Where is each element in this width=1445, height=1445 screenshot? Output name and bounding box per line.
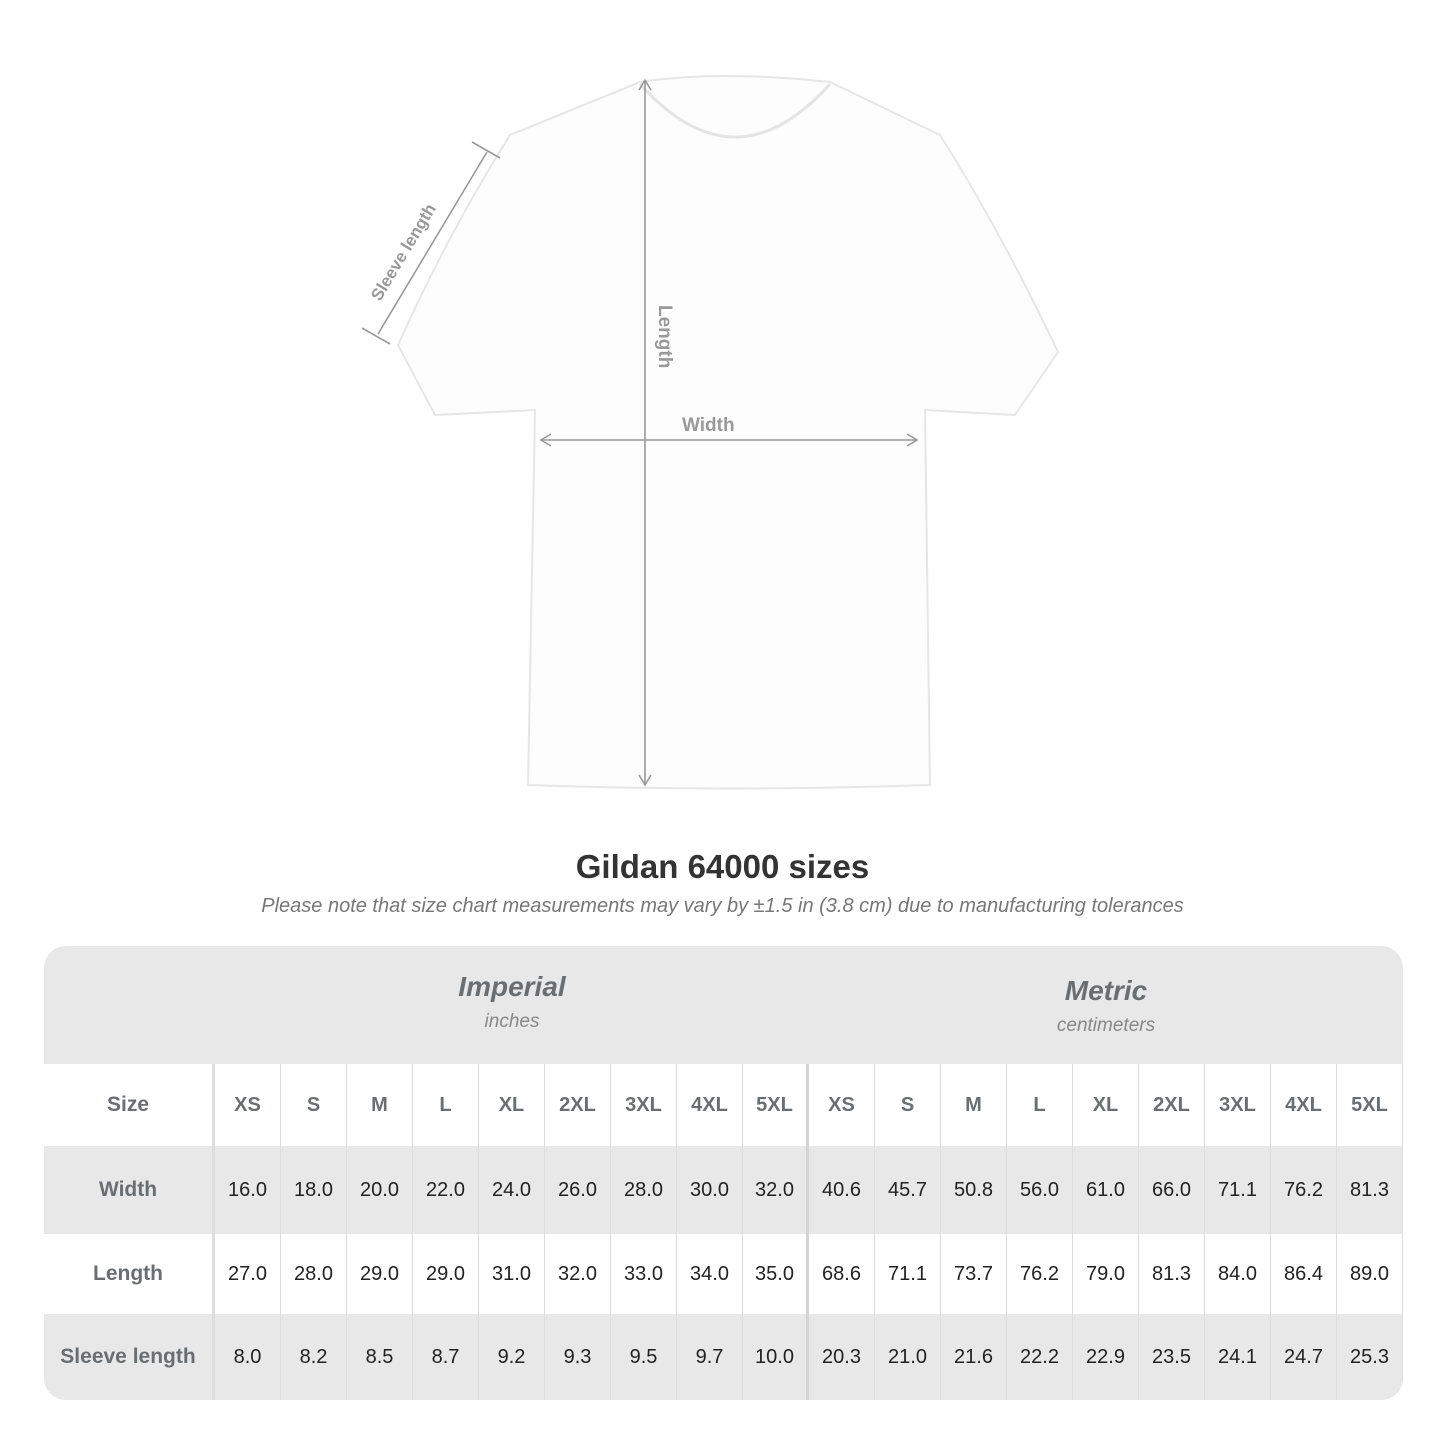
imperial-cell: 29.0 <box>413 1234 479 1314</box>
row-label: Width <box>44 1146 215 1234</box>
chart-title: Gildan 64000 sizes <box>575 848 870 885</box>
imperial-size-header: 3XL <box>611 1064 677 1146</box>
imperial-cell: 32.0 <box>743 1146 809 1234</box>
metric-cell: 81.3 <box>1139 1234 1205 1314</box>
metric-size-header: XL <box>1073 1064 1139 1146</box>
imperial-cell: 18.0 <box>281 1146 347 1234</box>
metric-cell: 40.6 <box>809 1146 875 1234</box>
metric-cell: 86.4 <box>1271 1234 1337 1314</box>
metric-cell: 50.8 <box>941 1146 1007 1234</box>
imperial-cell: 33.0 <box>611 1234 677 1314</box>
metric-cell: 73.7 <box>941 1234 1007 1314</box>
metric-size-header: M <box>941 1064 1007 1146</box>
imperial-title: Imperial <box>458 971 566 1002</box>
metric-cell: 24.1 <box>1205 1314 1271 1400</box>
imperial-size-header: 4XL <box>677 1064 743 1146</box>
imperial-cell: 9.7 <box>677 1314 743 1400</box>
imperial-header: Imperial inches <box>215 946 809 1064</box>
imperial-cell: 8.0 <box>215 1314 281 1400</box>
metric-title: Metric <box>1064 975 1148 1006</box>
imperial-cell: 8.7 <box>413 1314 479 1400</box>
metric-cell: 56.0 <box>1007 1146 1073 1234</box>
size-table: Imperial inches Metric centimeters Size X… <box>44 946 1403 1400</box>
imperial-cell: 9.5 <box>611 1314 677 1400</box>
metric-cell: 84.0 <box>1205 1234 1271 1314</box>
imperial-cell: 31.0 <box>479 1234 545 1314</box>
metric-cell: 68.6 <box>809 1234 875 1314</box>
tshirt-collar <box>638 82 832 139</box>
imperial-size-header: L <box>413 1064 479 1146</box>
imperial-cell: 30.0 <box>677 1146 743 1234</box>
imperial-cell: 10.0 <box>743 1314 809 1400</box>
metric-cell: 21.6 <box>941 1314 1007 1400</box>
imperial-size-header: 5XL <box>743 1064 809 1146</box>
size-header-row: Size XS S M L XL 2XL 3XL 4XL 5XL XS S M L XL 2XL 3XL 4XL 5… <box>44 1064 1403 1146</box>
metric-cell: 24.7 <box>1271 1314 1337 1400</box>
size-label: Size <box>44 1064 215 1146</box>
width-label: Width <box>682 415 735 436</box>
metric-size-header: 3XL <box>1205 1064 1271 1146</box>
imperial-unit: inches <box>484 1011 540 1032</box>
metric-cell: 25.3 <box>1337 1314 1403 1400</box>
metric-cell: 71.1 <box>875 1234 941 1314</box>
metric-header: Metric centimeters <box>809 950 1403 1068</box>
imperial-cell: 16.0 <box>215 1146 281 1234</box>
imperial-cell: 29.0 <box>347 1234 413 1314</box>
metric-cell: 23.5 <box>1139 1314 1205 1400</box>
table-row: Sleeve length 8.0 8.2 8.5 8.7 9.2 9.3 9.5 9.7 10.… <box>44 1314 1403 1400</box>
row-label: Sleeve length <box>44 1314 215 1400</box>
metric-size-header: XS <box>809 1064 875 1146</box>
metric-cell: 79.0 <box>1073 1234 1139 1314</box>
length-label: Length <box>654 305 675 368</box>
metric-size-header: 4XL <box>1271 1064 1337 1146</box>
imperial-cell: 22.0 <box>413 1146 479 1234</box>
imperial-cell: 8.2 <box>281 1314 347 1400</box>
imperial-cell: 27.0 <box>215 1234 281 1314</box>
table-row: Width 16.0 18.0 20.0 22.0 24.0 26.0 28.0 30.0 32.… <box>44 1146 1403 1234</box>
metric-size-header: S <box>875 1064 941 1146</box>
metric-cell: 81.3 <box>1337 1146 1403 1234</box>
tshirt-shape <box>396 75 1060 790</box>
metric-size-header: 2XL <box>1139 1064 1205 1146</box>
imperial-cell: 28.0 <box>611 1146 677 1234</box>
metric-size-header: L <box>1007 1064 1073 1146</box>
imperial-size-header: XS <box>215 1064 281 1146</box>
metric-cell: 45.7 <box>875 1146 941 1234</box>
imperial-cell: 9.2 <box>479 1314 545 1400</box>
metric-unit: centimeters <box>1056 1015 1156 1036</box>
metric-cell: 66.0 <box>1139 1146 1205 1234</box>
metric-cell: 76.2 <box>1271 1146 1337 1234</box>
metric-cell: 71.1 <box>1205 1146 1271 1234</box>
imperial-cell: 28.0 <box>281 1234 347 1314</box>
sleeve-arrow <box>377 151 488 335</box>
metric-cell: 21.0 <box>875 1314 941 1400</box>
metric-cell: 76.2 <box>1007 1234 1073 1314</box>
metric-cell: 22.2 <box>1007 1314 1073 1400</box>
imperial-size-header: S <box>281 1064 347 1146</box>
metric-cell: 61.0 <box>1073 1146 1139 1234</box>
metric-cell: 22.9 <box>1073 1314 1139 1400</box>
imperial-cell: 32.0 <box>545 1234 611 1314</box>
tolerance-note: Please note that size chart measurements… <box>261 895 1184 917</box>
imperial-cell: 24.0 <box>479 1146 545 1234</box>
imperial-cell: 34.0 <box>677 1234 743 1314</box>
imperial-size-header: 2XL <box>545 1064 611 1146</box>
imperial-cell: 9.3 <box>545 1314 611 1400</box>
imperial-cell: 8.5 <box>347 1314 413 1400</box>
imperial-cell: 26.0 <box>545 1146 611 1234</box>
metric-size-header: 5XL <box>1337 1064 1403 1146</box>
tshirt-illustration: Sleeve length Length Width <box>361 75 1060 790</box>
imperial-size-header: M <box>347 1064 413 1146</box>
metric-cell: 20.3 <box>809 1314 875 1400</box>
imperial-size-header: XL <box>479 1064 545 1146</box>
imperial-cell: 20.0 <box>347 1146 413 1234</box>
metric-cell: 89.0 <box>1337 1234 1403 1314</box>
table-row: Length 27.0 28.0 29.0 29.0 31.0 32.0 33.0 34.0 35… <box>44 1234 1403 1314</box>
row-label: Length <box>44 1234 215 1314</box>
imperial-cell: 35.0 <box>743 1234 809 1314</box>
